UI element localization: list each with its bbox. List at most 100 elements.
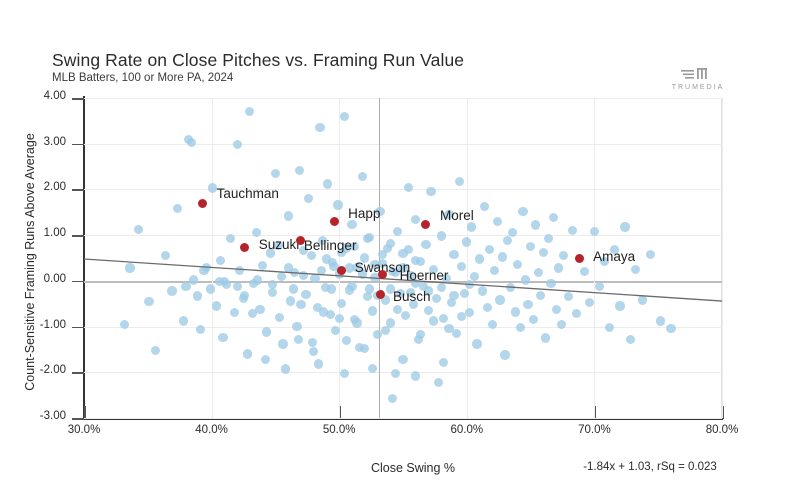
highlighted-point-suzuki[interactable] [240, 243, 250, 253]
scatter-point[interactable] [429, 264, 439, 275]
scatter-point[interactable] [319, 307, 329, 317]
scatter-point[interactable] [469, 271, 480, 281]
scatter-point[interactable] [439, 313, 449, 323]
scatter-point[interactable] [533, 268, 543, 278]
scatter-point[interactable] [411, 278, 421, 288]
scatter-point[interactable] [150, 345, 161, 355]
scatter-point[interactable] [235, 266, 245, 276]
scatter-point[interactable] [347, 219, 357, 229]
scatter-point[interactable] [441, 273, 451, 284]
scatter-point[interactable] [625, 334, 635, 344]
scatter-point[interactable] [439, 357, 449, 367]
scatter-point[interactable] [393, 304, 403, 314]
scatter-point[interactable] [178, 316, 189, 326]
scatter-point[interactable] [215, 256, 226, 266]
scatter-point[interactable] [342, 335, 352, 345]
scatter-point[interactable] [310, 273, 320, 284]
scatter-point[interactable] [329, 261, 339, 271]
scatter-point[interactable] [528, 315, 538, 325]
scatter-point[interactable] [398, 248, 408, 259]
scatter-point[interactable] [431, 293, 441, 303]
scatter-point[interactable] [357, 172, 367, 182]
scatter-point[interactable] [255, 304, 265, 314]
scatter-point[interactable] [513, 260, 523, 270]
scatter-point[interactable] [172, 203, 182, 213]
scatter-point[interactable] [355, 342, 365, 352]
scatter-point[interactable] [360, 253, 370, 263]
scatter-point[interactable] [411, 215, 421, 225]
scatter-point[interactable] [134, 224, 144, 234]
scatter-point[interactable] [273, 240, 283, 250]
scatter-point[interactable] [342, 243, 352, 253]
scatter-point[interactable] [436, 283, 446, 293]
scatter-point[interactable] [247, 309, 258, 319]
scatter-point[interactable] [245, 107, 255, 117]
scatter-point[interactable] [485, 245, 495, 255]
scatter-point[interactable] [630, 264, 640, 275]
scatter-point[interactable] [295, 165, 305, 175]
scatter-point[interactable] [584, 298, 594, 308]
scatter-point[interactable] [181, 281, 191, 291]
scatter-point[interactable] [482, 302, 492, 312]
scatter-point[interactable] [167, 286, 177, 296]
scatter-point[interactable] [367, 306, 377, 316]
scatter-point[interactable] [515, 322, 525, 333]
scatter-point[interactable] [487, 319, 497, 329]
scatter-point[interactable] [232, 139, 242, 149]
scatter-point[interactable] [495, 295, 505, 305]
scatter-point[interactable] [240, 290, 250, 301]
scatter-point[interactable] [610, 245, 620, 255]
scatter-point[interactable] [490, 266, 500, 276]
scatter-point[interactable] [459, 289, 469, 299]
scatter-point[interactable] [538, 247, 548, 258]
scatter-point[interactable] [301, 289, 311, 300]
scatter-point[interactable] [337, 299, 347, 309]
scatter-point[interactable] [242, 349, 252, 359]
scatter-point[interactable] [416, 330, 426, 340]
scatter-point[interactable] [477, 286, 487, 296]
scatter-point[interactable] [400, 310, 411, 320]
scatter-point[interactable] [330, 325, 340, 335]
scatter-point[interactable] [467, 222, 477, 232]
scatter-point[interactable] [531, 220, 541, 230]
scatter-point[interactable] [523, 300, 533, 310]
scatter-point[interactable] [161, 251, 171, 261]
scatter-point[interactable] [189, 275, 199, 285]
scatter-point[interactable] [232, 281, 242, 291]
scatter-point[interactable] [403, 245, 413, 255]
scatter-point[interactable] [344, 263, 354, 273]
scatter-point[interactable] [339, 111, 349, 121]
scatter-point[interactable] [462, 237, 472, 247]
scatter-point[interactable] [274, 313, 284, 323]
scatter-point[interactable] [325, 309, 335, 319]
scatter-point[interactable] [416, 257, 426, 267]
scatter-point[interactable] [298, 270, 309, 280]
scatter-point[interactable] [199, 266, 209, 276]
scatter-point[interactable] [293, 334, 303, 344]
scatter-point[interactable] [645, 249, 656, 259]
scatter-point[interactable] [229, 308, 240, 318]
scatter-point[interactable] [277, 271, 287, 281]
scatter-point[interactable] [261, 327, 272, 337]
scatter-point[interactable] [326, 284, 337, 294]
scatter-point[interactable] [600, 257, 610, 267]
scatter-point[interactable] [564, 292, 574, 302]
scatter-point[interactable] [434, 377, 444, 387]
scatter-point[interactable] [347, 281, 357, 291]
scatter-point[interactable] [395, 289, 406, 299]
scatter-point[interactable] [333, 200, 343, 210]
highlighted-point-morel[interactable] [421, 219, 431, 229]
scatter-point[interactable] [219, 277, 229, 287]
scatter-point[interactable] [554, 263, 564, 273]
scatter-point[interactable] [429, 316, 439, 326]
scatter-point[interactable] [268, 287, 278, 297]
highlighted-point-swanson[interactable] [337, 266, 347, 276]
scatter-point[interactable] [370, 272, 380, 282]
scatter-point[interactable] [411, 371, 421, 381]
highlighted-point-amaya[interactable] [574, 254, 584, 264]
scatter-point[interactable] [315, 122, 325, 132]
scatter-point[interactable] [365, 284, 375, 294]
scatter-point[interactable] [398, 263, 408, 273]
scatter-point[interactable] [186, 138, 196, 148]
scatter-point[interactable] [403, 182, 413, 192]
